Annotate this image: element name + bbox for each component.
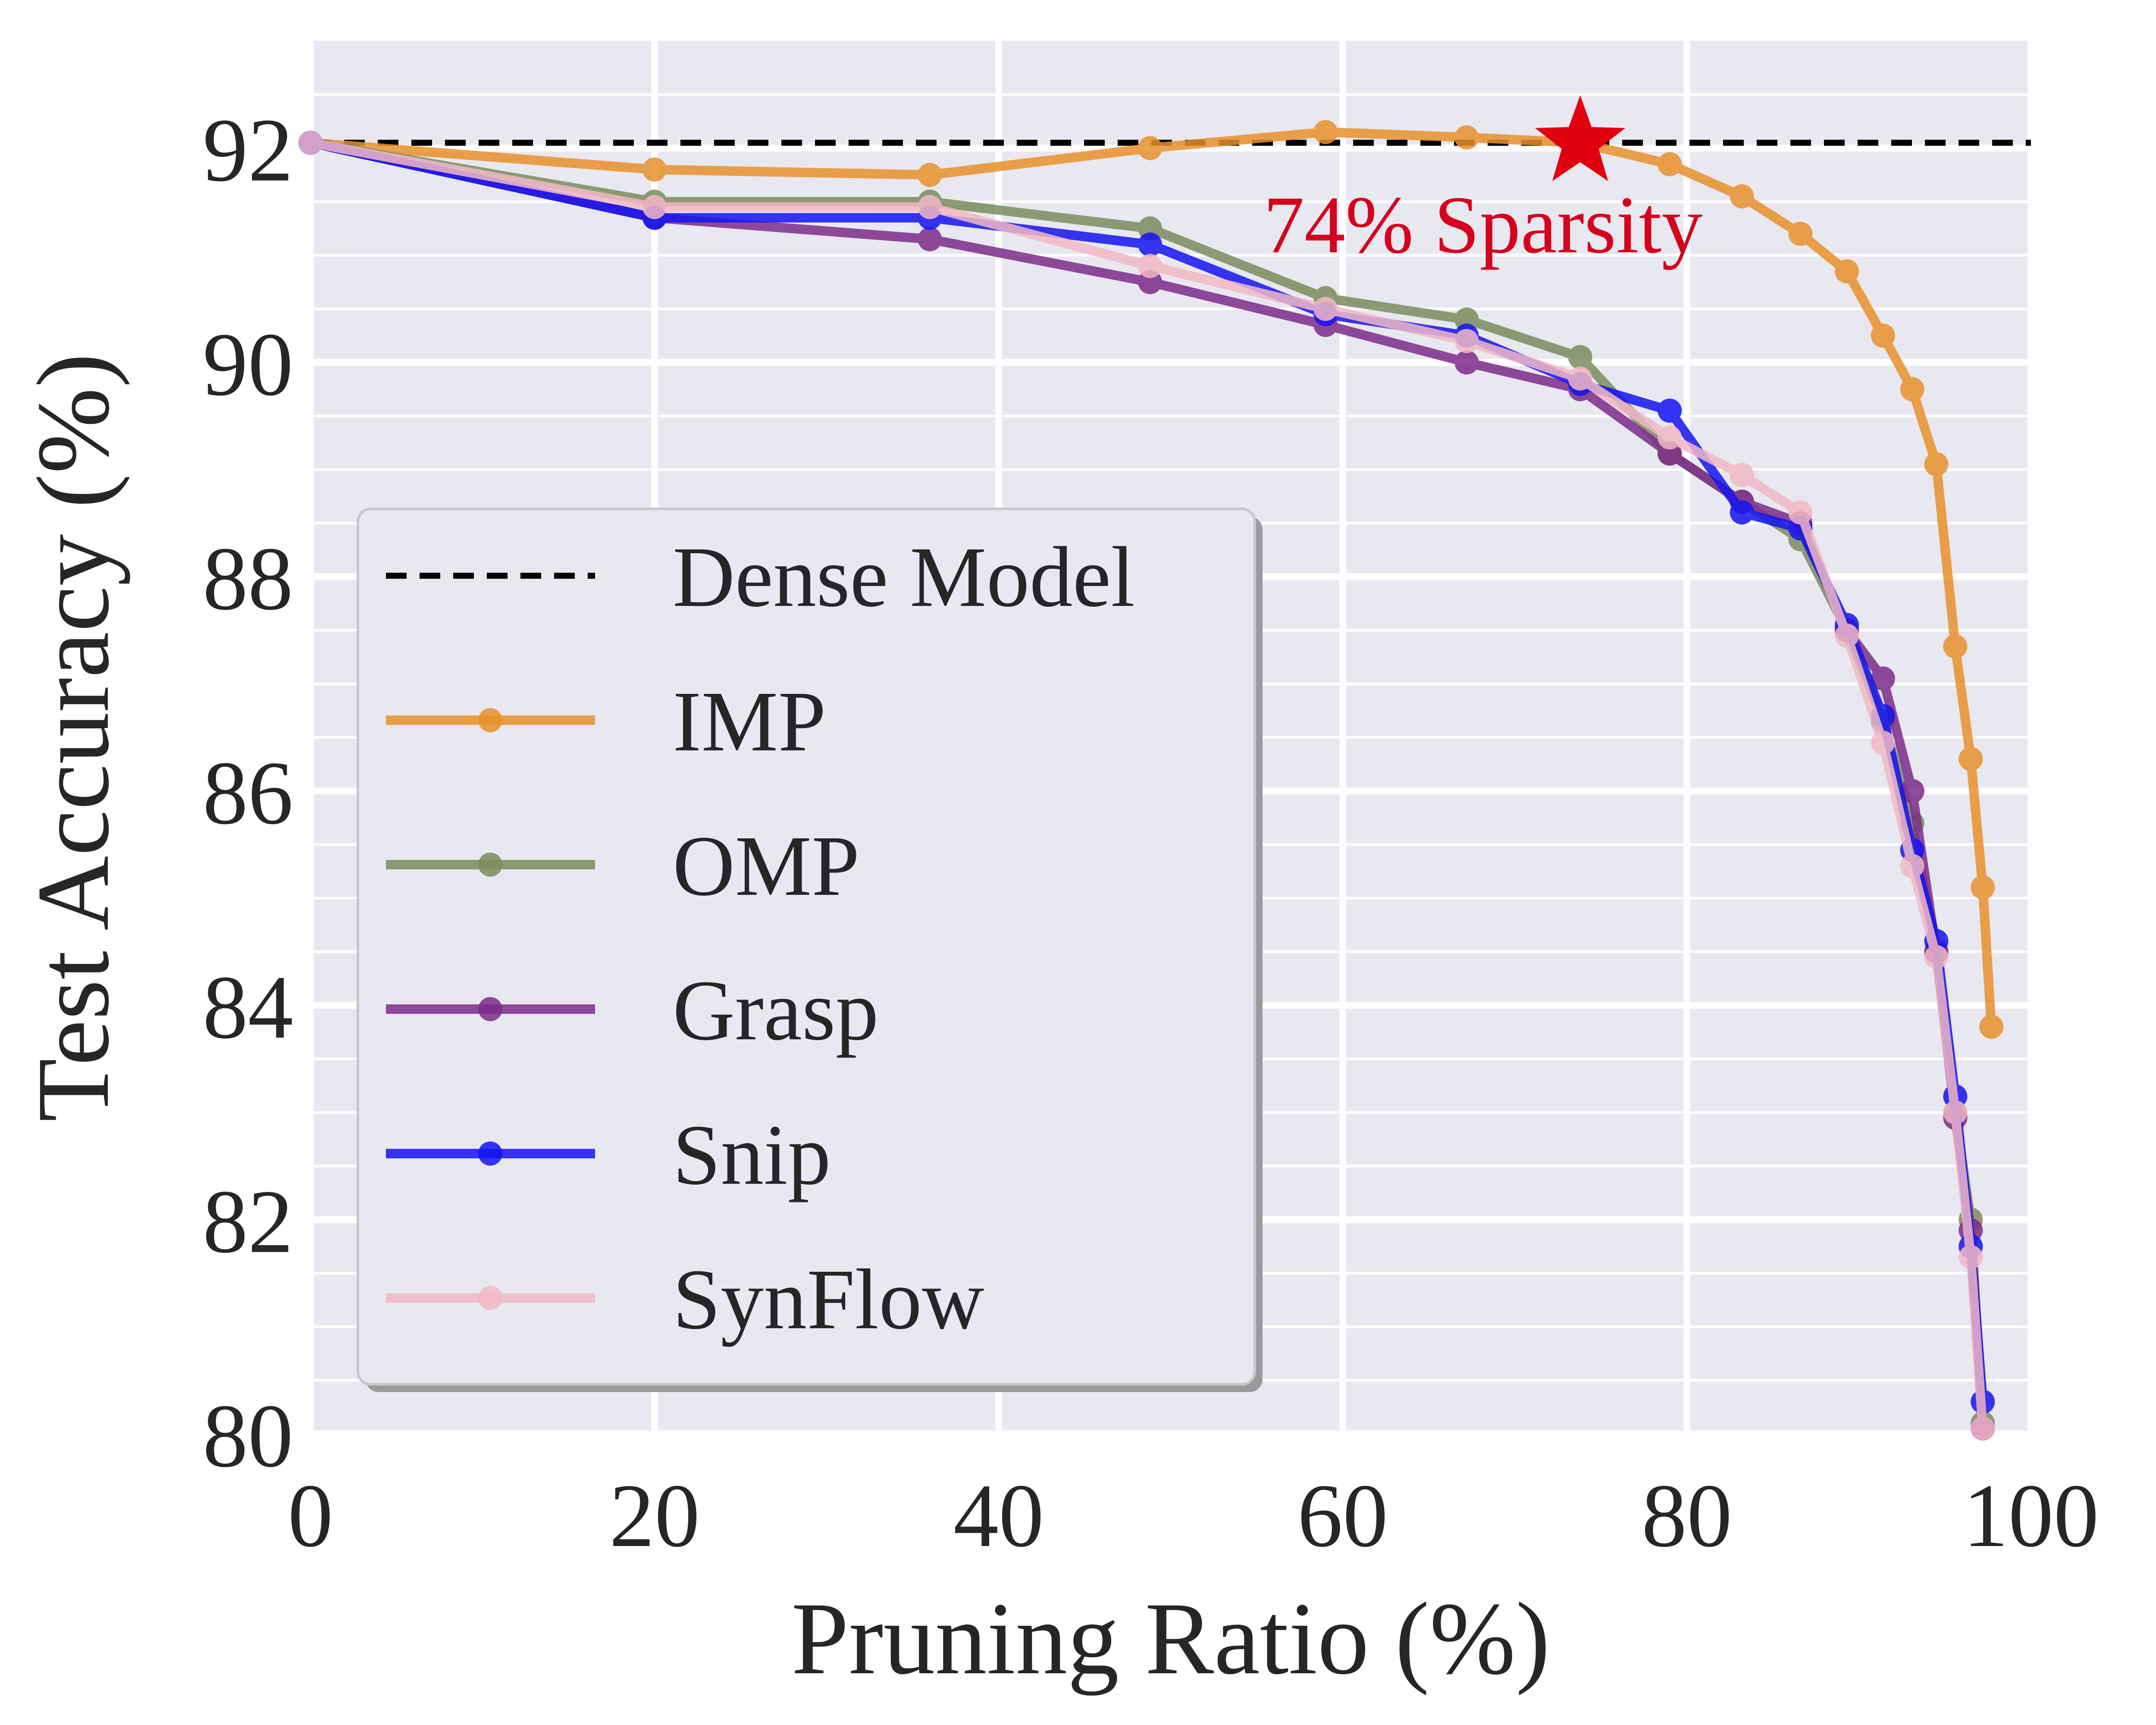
y-tick-label: 92 — [203, 100, 293, 200]
data-point — [1658, 398, 1682, 423]
legend-item: IMP — [386, 674, 826, 769]
data-point — [642, 157, 667, 182]
legend-item: OMP — [386, 819, 860, 914]
annotation-label: 74% Sparsity — [1263, 180, 1703, 270]
data-point — [1979, 1014, 2004, 1039]
star-marker — [1535, 95, 1626, 181]
legend-marker — [478, 1286, 502, 1310]
data-point — [1900, 854, 1924, 878]
legend: Dense Model IMP OMP Grasp Snip SynFlow — [357, 508, 1263, 1392]
legend-label: Grasp — [673, 963, 879, 1058]
data-point — [1871, 323, 1895, 348]
data-point — [1924, 452, 1949, 477]
x-tick-label: 60 — [1297, 1466, 1388, 1566]
y-tick-label: 88 — [203, 529, 293, 629]
data-point — [918, 163, 942, 187]
legend-label: Snip — [673, 1107, 831, 1203]
legend-label: OMP — [673, 819, 860, 914]
data-point — [1730, 184, 1754, 209]
data-point — [1900, 377, 1924, 401]
y-axis-label: Test Accuracy (%) — [16, 353, 130, 1122]
data-point — [918, 195, 942, 220]
x-tick-label: 0 — [288, 1466, 333, 1566]
data-point — [1959, 1245, 1983, 1270]
annotation: 74% Sparsity — [1263, 95, 1703, 270]
data-point — [1568, 366, 1592, 391]
series-line — [306, 127, 1996, 1032]
legend-item: Grasp — [386, 963, 879, 1058]
data-point — [1788, 222, 1813, 246]
legend-marker — [478, 997, 502, 1021]
data-point — [1943, 1100, 1968, 1125]
data-point — [918, 227, 942, 251]
data-point — [1454, 125, 1479, 150]
data-point — [1730, 463, 1754, 487]
legend-label: Dense Model — [673, 530, 1135, 625]
data-point — [1658, 152, 1682, 176]
series-synflow — [298, 131, 1995, 1441]
y-tick-label: 90 — [203, 314, 293, 414]
data-point — [1138, 254, 1163, 278]
legend-label: SynFlow — [673, 1252, 984, 1347]
data-point — [1454, 329, 1479, 353]
data-point — [1943, 634, 1968, 659]
x-tick-label: 40 — [953, 1466, 1044, 1566]
y-tick-label: 86 — [203, 743, 293, 843]
legend-box — [357, 508, 1256, 1386]
data-point — [1138, 136, 1163, 160]
x-tick-label: 20 — [609, 1466, 700, 1566]
data-point — [1568, 345, 1592, 369]
data-point — [1971, 1416, 1995, 1441]
series-layer — [298, 120, 2004, 1441]
y-tick-label: 80 — [203, 1386, 293, 1486]
legend-label: IMP — [673, 674, 826, 769]
legend-marker — [478, 853, 502, 877]
data-point — [1924, 945, 1949, 969]
x-tick-label: 100 — [1963, 1466, 2099, 1566]
data-point — [1313, 297, 1338, 321]
data-point — [1900, 779, 1924, 803]
legend-item: SynFlow — [386, 1252, 984, 1347]
data-point — [1788, 500, 1813, 525]
data-point — [1658, 425, 1682, 450]
data-point — [1454, 350, 1479, 375]
data-point — [1730, 500, 1754, 525]
data-point — [1835, 259, 1859, 284]
y-tick-labels: 80 82 84 86 88 90 92 — [203, 100, 293, 1486]
legend-item: Dense Model — [386, 530, 1135, 625]
y-tick-label: 82 — [203, 1172, 293, 1272]
x-tick-labels: 0 20 40 60 80 100 — [288, 1466, 2099, 1566]
data-point — [1971, 875, 1995, 900]
legend-marker — [478, 1142, 502, 1166]
x-axis-label: Pruning Ratio (%) — [791, 1581, 1550, 1696]
data-point — [298, 131, 323, 155]
data-point — [1871, 666, 1895, 691]
data-point — [1138, 232, 1163, 257]
data-point — [1959, 746, 1983, 771]
legend-marker — [478, 708, 502, 732]
data-point — [1835, 623, 1859, 648]
legend-items: Dense Model IMP OMP Grasp Snip SynFlow — [386, 530, 1135, 1347]
data-point — [642, 195, 667, 220]
legend-item: Snip — [386, 1107, 831, 1203]
data-point — [1313, 120, 1338, 144]
y-tick-label: 84 — [203, 957, 293, 1057]
x-tick-label: 80 — [1642, 1466, 1732, 1566]
data-point — [1871, 731, 1895, 755]
